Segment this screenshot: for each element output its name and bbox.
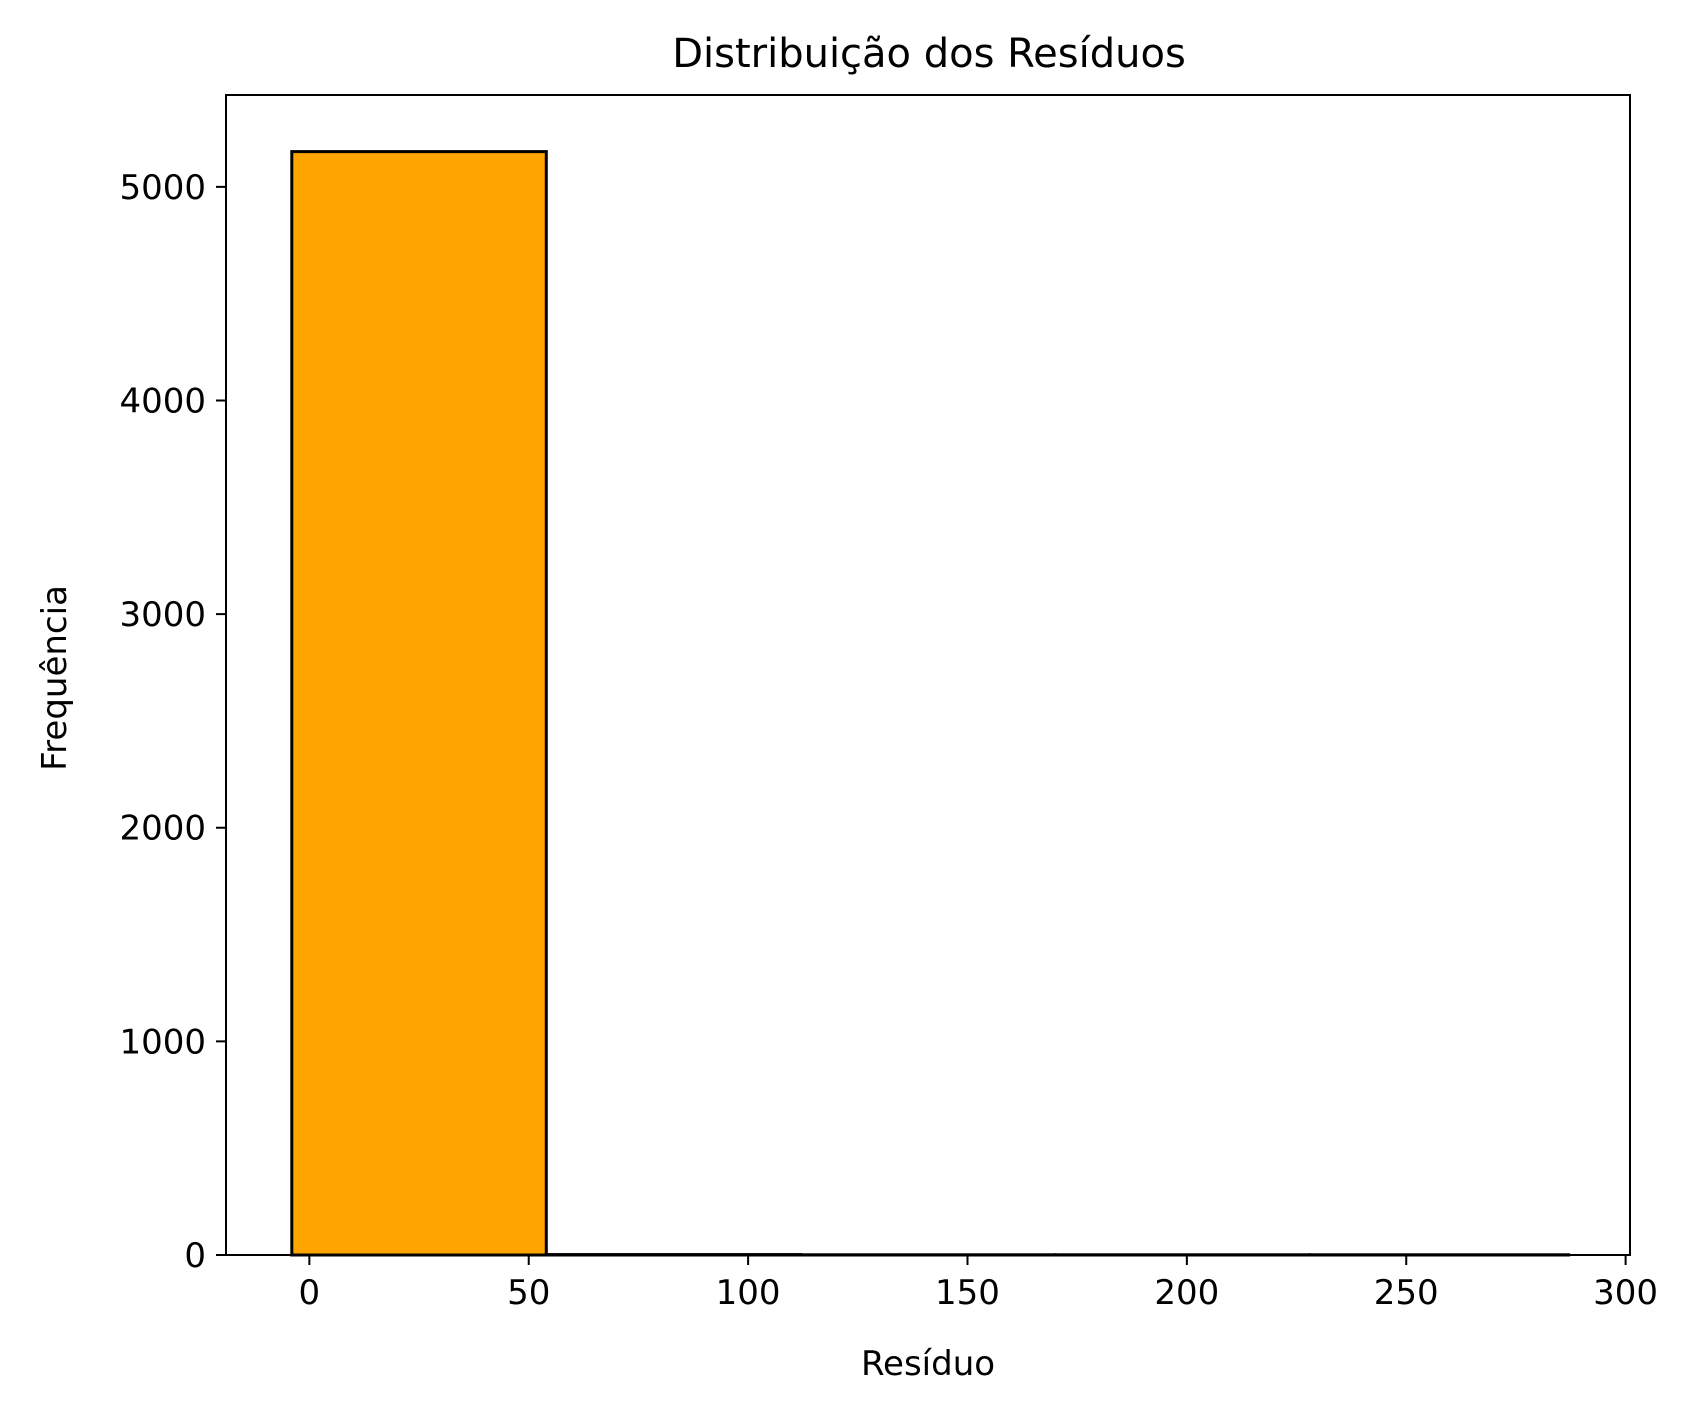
- y-tick-label: 5000: [119, 168, 206, 208]
- y-tick-label: 1000: [119, 1022, 206, 1062]
- y-tick-label: 3000: [119, 595, 206, 635]
- x-axis-label: Resíduo: [861, 1344, 995, 1384]
- x-tick-label: 300: [1593, 1273, 1658, 1313]
- bars-layer: [290, 150, 1571, 1257]
- x-tick-label: 50: [507, 1273, 550, 1313]
- y-axis-ticks: 0 1000 2000 3000 4000 5000: [119, 168, 226, 1276]
- x-tick-label: 100: [716, 1273, 781, 1313]
- y-tick-label: 2000: [119, 809, 206, 849]
- x-tick-label: 0: [299, 1273, 321, 1313]
- x-tick-label: 150: [935, 1273, 1000, 1313]
- plot-frame: [225, 94, 1631, 1256]
- histogram-bar-0: [290, 150, 548, 1257]
- x-tick-label: 200: [1154, 1273, 1219, 1313]
- y-axis-label: Frequência: [35, 585, 75, 771]
- y-tick-label: 4000: [119, 381, 206, 421]
- y-tick-label: 0: [184, 1236, 206, 1276]
- chart-title: Distribuição dos Resíduos: [672, 31, 1186, 77]
- x-tick-label: 250: [1374, 1273, 1439, 1313]
- x-axis-ticks: 0 50 100 150 200 250 300: [299, 1255, 1658, 1313]
